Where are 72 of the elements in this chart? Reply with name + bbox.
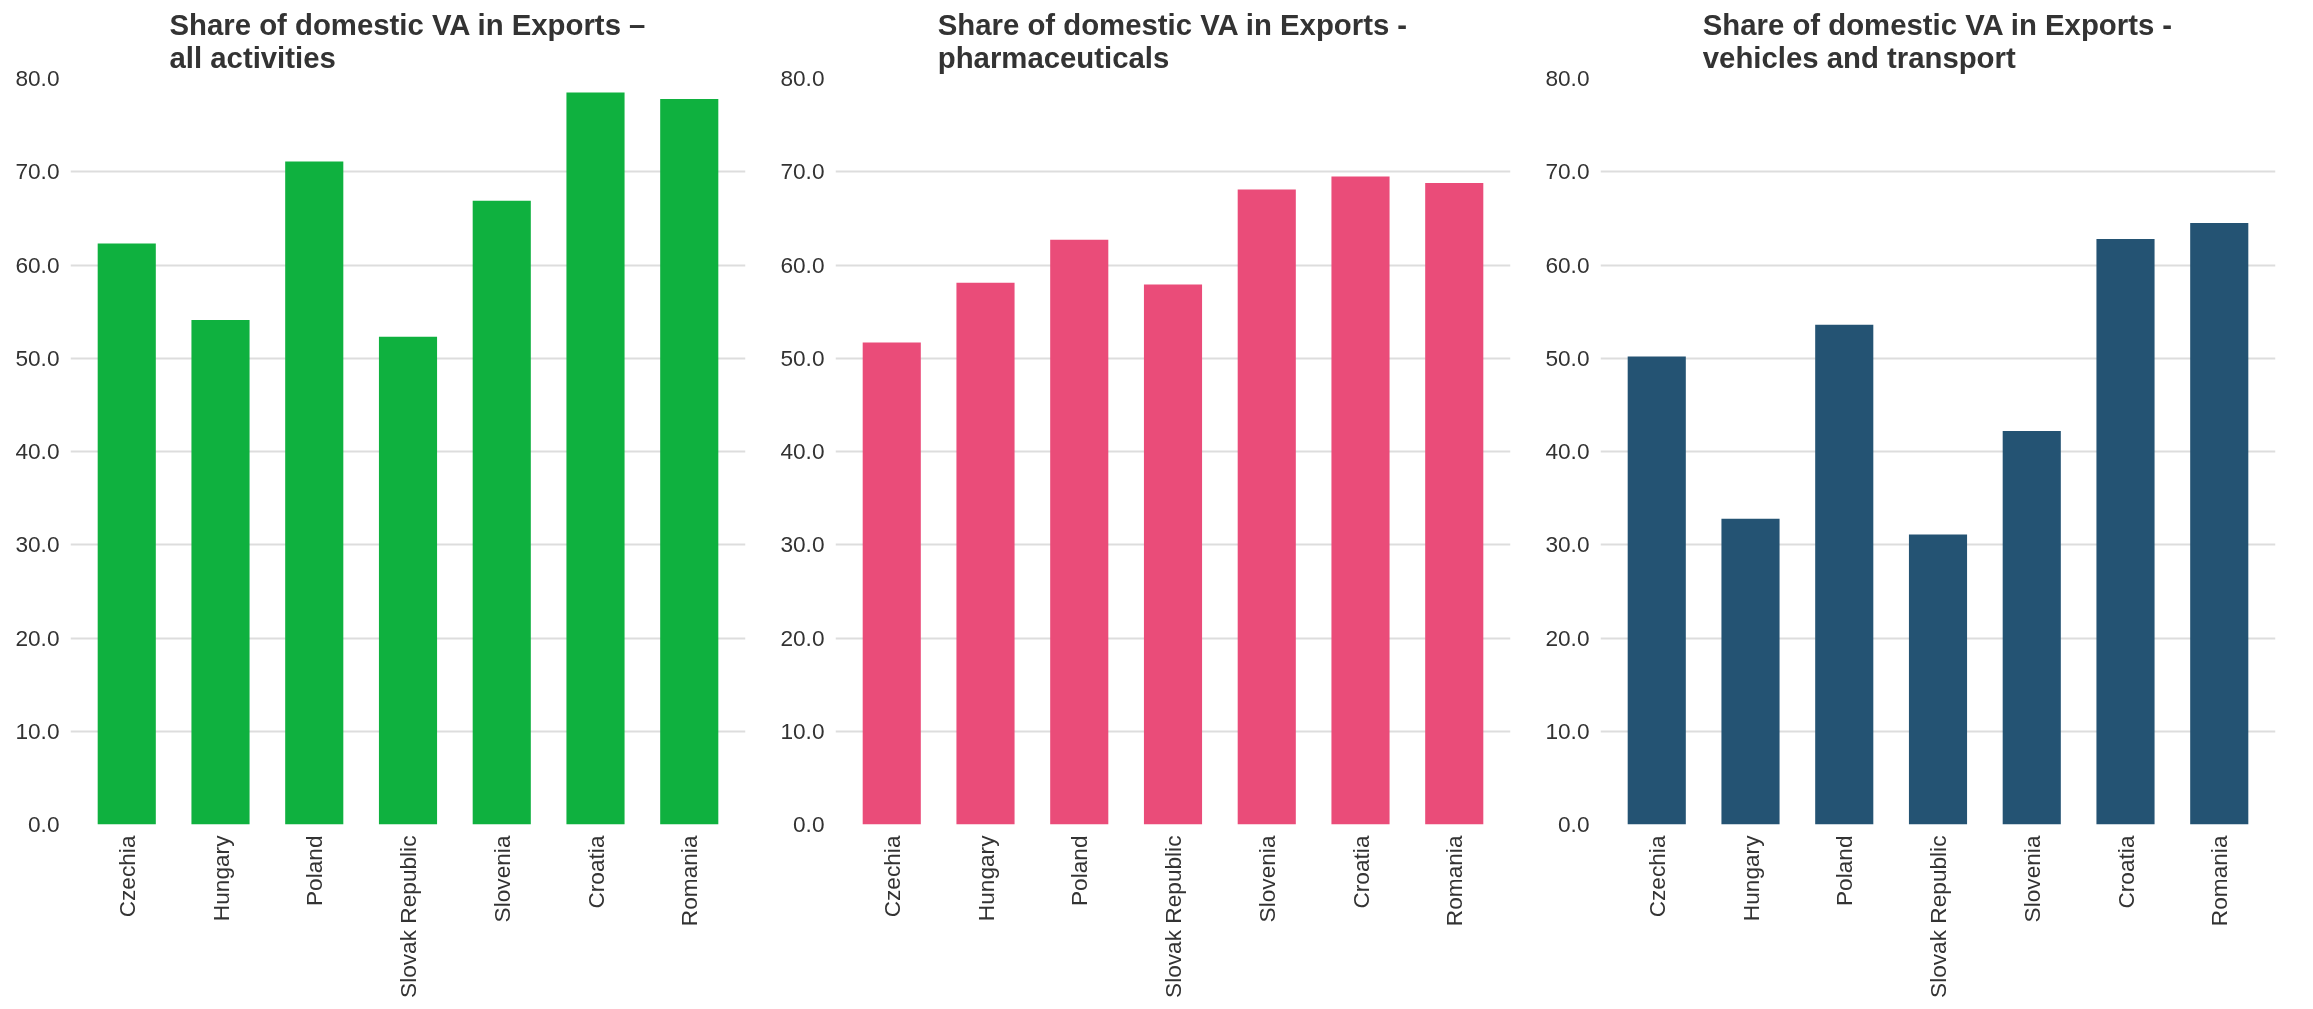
x-tick-label: Croatia [1347, 835, 1374, 909]
y-tick-label: 30.0 [780, 531, 825, 558]
x-tick-label: Slovak Republic [395, 835, 421, 998]
y-tick-label: 70.0 [1545, 158, 1590, 185]
bar [1050, 239, 1109, 825]
x-tick-label: Croatia [582, 835, 609, 909]
y-tick-label: 80.0 [780, 65, 825, 91]
x-tick-label: Czechia [878, 835, 905, 918]
y-tick-label: 80.0 [15, 65, 60, 91]
bar [1331, 176, 1390, 825]
y-tick-label: 30.0 [15, 531, 60, 558]
x-tick-label: Slovenia [1253, 835, 1280, 923]
y-tick-label: 20.0 [780, 624, 825, 651]
y-tick-label: 80.0 [1545, 65, 1590, 91]
bar [862, 342, 921, 825]
y-tick-label: 0.0 [1558, 811, 1590, 837]
bar [1627, 356, 1686, 825]
y-tick-label: 40.0 [780, 438, 825, 464]
y-tick-label: 10.0 [15, 717, 60, 744]
y-tick-label: 20.0 [15, 624, 60, 651]
y-tick-label: 10.0 [1545, 717, 1590, 744]
y-tick-label: 50.0 [1545, 344, 1590, 371]
x-tick-label: Czechia [1643, 835, 1670, 918]
bar [1237, 189, 1296, 825]
y-tick-label: 60.0 [780, 251, 825, 278]
bar [378, 336, 438, 825]
bar [191, 320, 250, 825]
x-tick-label: Croatia [2112, 835, 2139, 909]
x-tick-label: Slovenia [2018, 835, 2045, 923]
x-tick-label: Slovak Republic [1160, 835, 1186, 998]
bar [1908, 534, 1968, 825]
bar [956, 282, 1015, 825]
y-tick-label: 0.0 [793, 811, 825, 837]
y-tick-label: 70.0 [15, 158, 60, 185]
y-tick-label: 70.0 [780, 158, 825, 185]
x-tick-label: Poland [1831, 835, 1858, 907]
x-tick-label: Slovenia [488, 835, 515, 923]
y-tick-label: 0.0 [28, 811, 60, 837]
x-tick-label: Czechia [113, 835, 140, 918]
y-tick-label: 10.0 [780, 717, 825, 744]
y-tick-label: 60.0 [15, 251, 60, 278]
y-tick-label: 40.0 [1545, 438, 1590, 464]
y-tick-label: 20.0 [1545, 624, 1590, 651]
bar [2190, 223, 2249, 825]
x-tick-label: Poland [1066, 835, 1093, 907]
chart-title: Share of domestic VA in Exports - pharmaceuticals [937, 7, 1408, 74]
x-tick-label: Slovak Republic [1925, 835, 1951, 998]
bar [472, 200, 531, 825]
bar [1143, 284, 1203, 825]
bar [660, 99, 719, 825]
chart-title: Share of domestic VA in Exports – all activities [169, 7, 646, 74]
y-tick-label: 40.0 [15, 438, 60, 464]
bar [1721, 518, 1780, 825]
bar [285, 161, 344, 825]
bar [97, 243, 156, 825]
bar [2002, 430, 2061, 825]
y-tick-label: 50.0 [780, 344, 825, 371]
x-tick-label: Romania [676, 835, 703, 927]
y-tick-label: 60.0 [1545, 251, 1590, 278]
x-tick-label: Poland [301, 835, 328, 907]
y-tick-label: 30.0 [1545, 531, 1590, 558]
x-tick-label: Romania [2206, 835, 2233, 927]
bar [1425, 182, 1484, 825]
bar [1815, 324, 1874, 825]
x-tick-label: Hungary [1737, 834, 1764, 922]
chart-title: Share of domestic VA in Exports - vehicles and transport [1702, 7, 2173, 74]
x-tick-label: Hungary [207, 834, 234, 922]
x-tick-label: Romania [1441, 835, 1468, 927]
bar [566, 92, 625, 825]
bar [2096, 238, 2155, 825]
y-tick-label: 50.0 [15, 344, 60, 371]
x-tick-label: Hungary [972, 834, 999, 922]
